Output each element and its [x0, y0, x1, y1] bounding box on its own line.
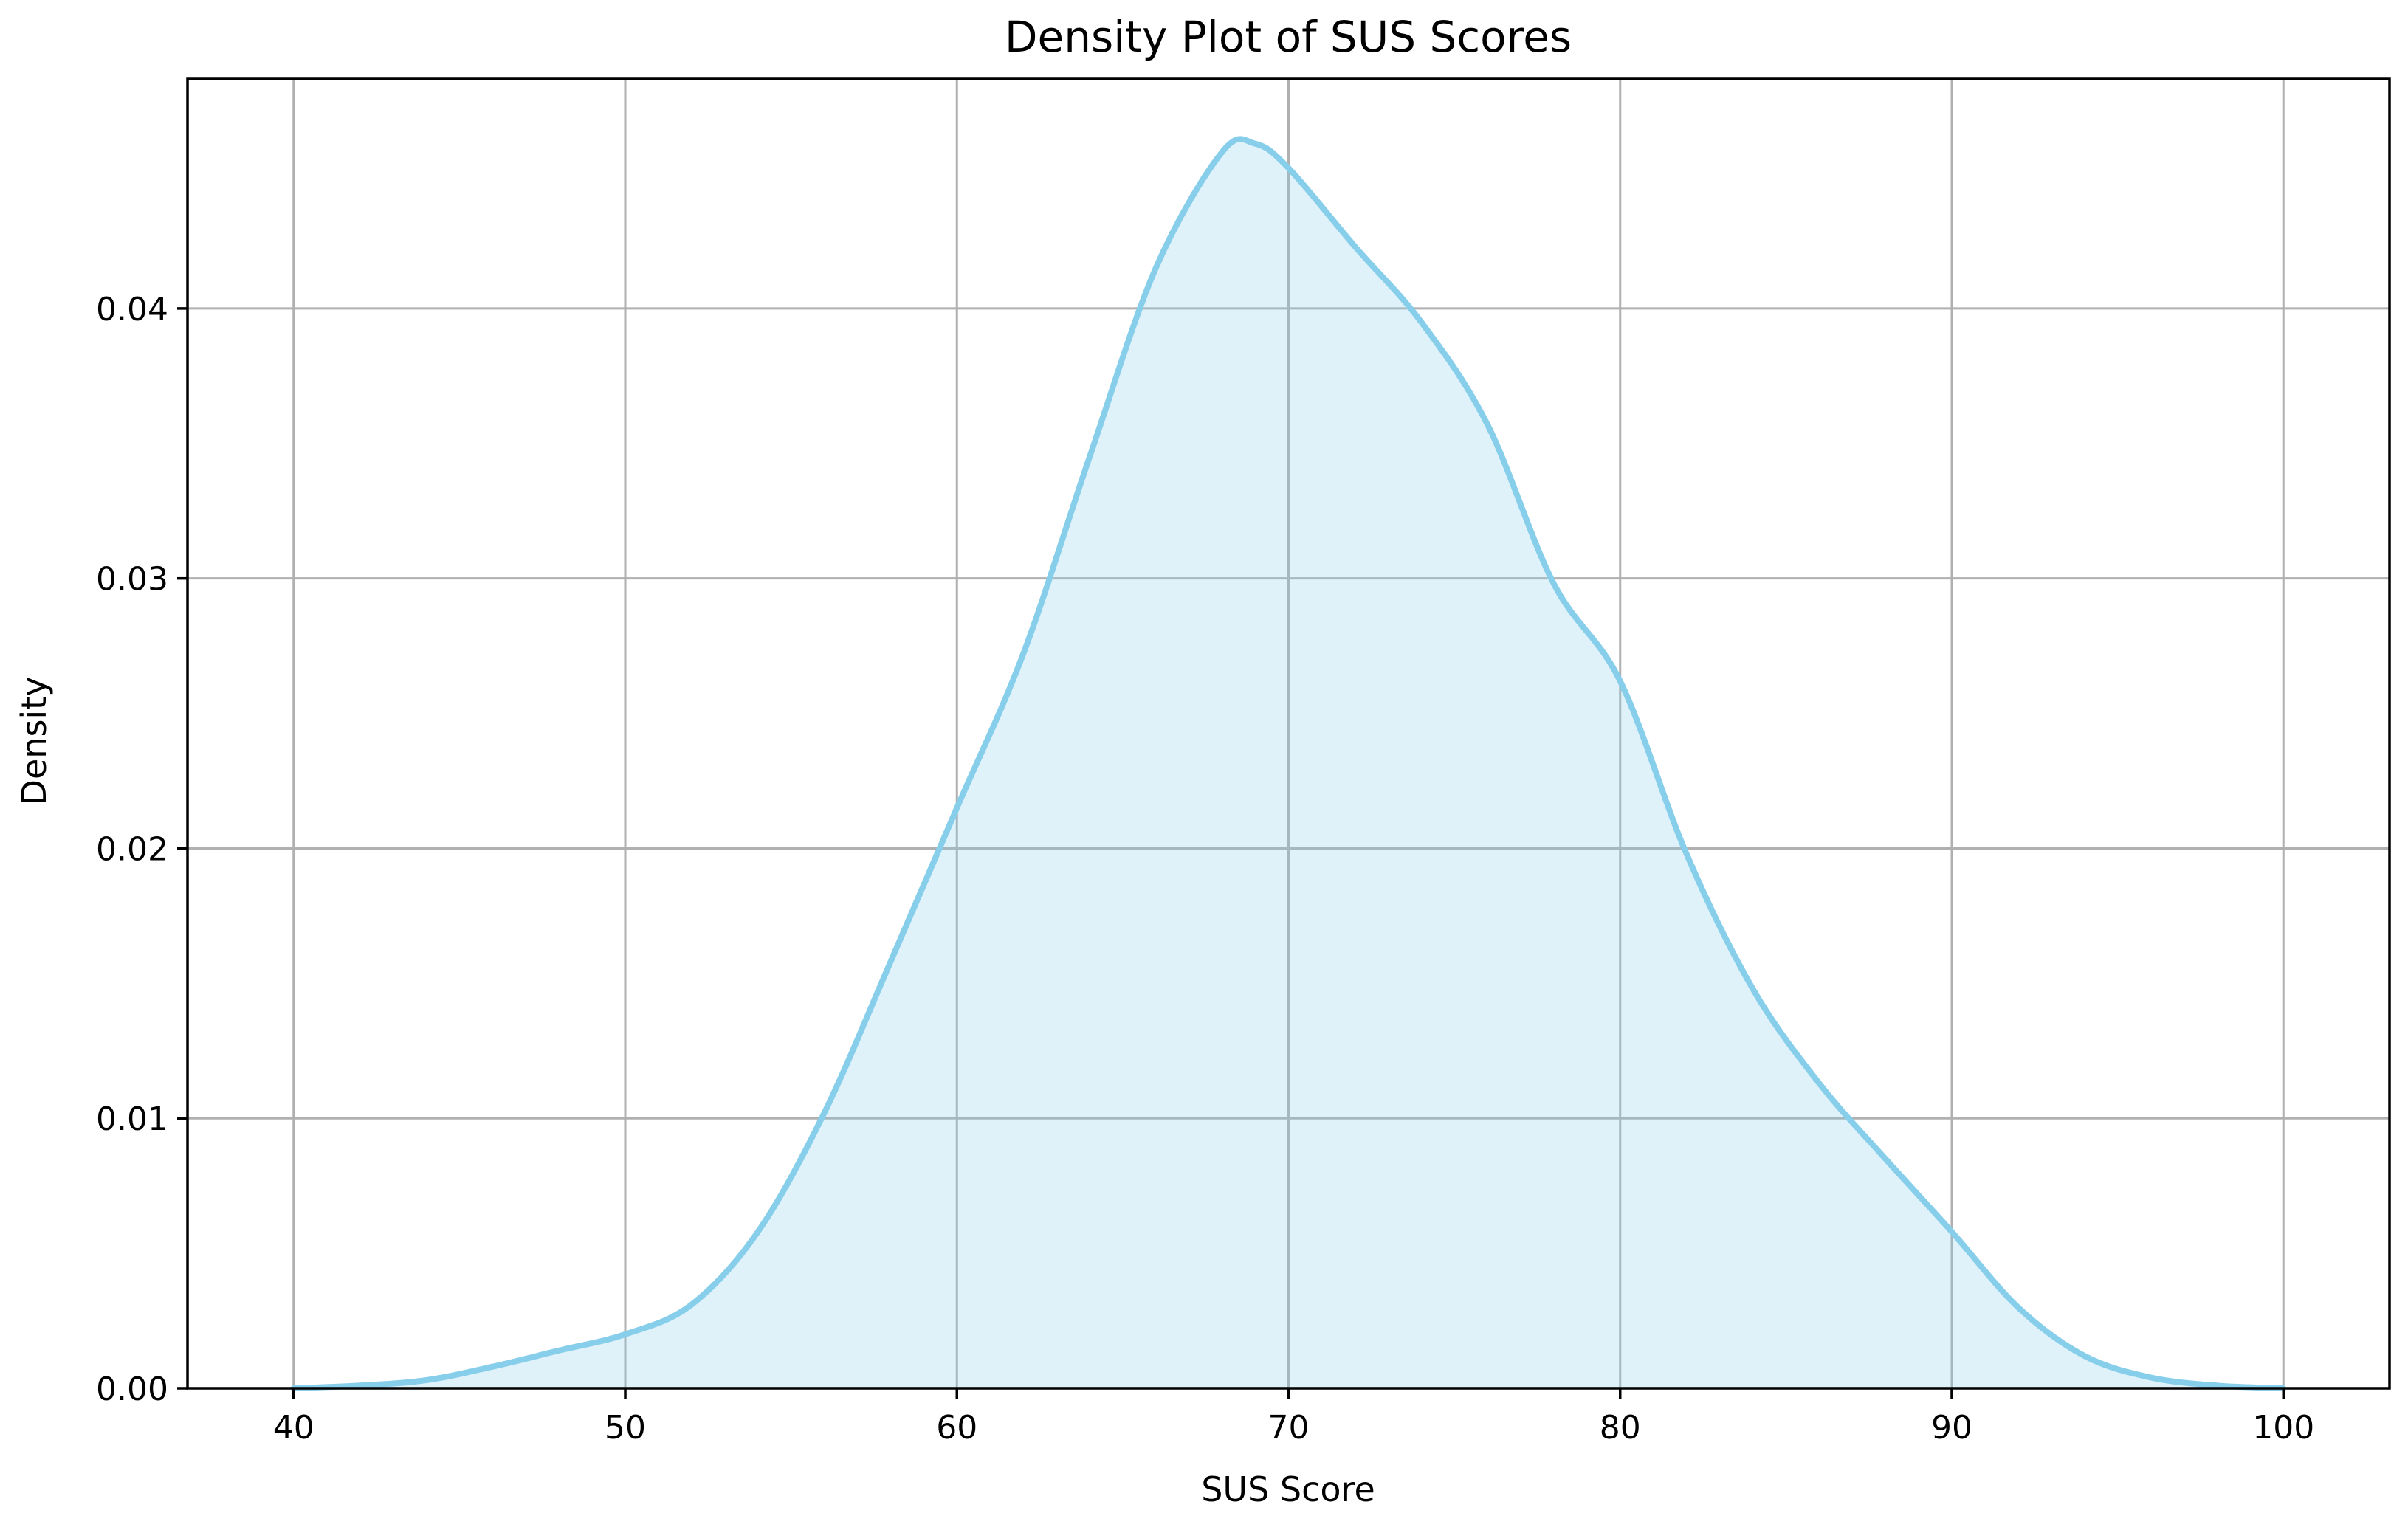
y-tick-label: 0.04 [96, 291, 168, 328]
density-fill-area [293, 139, 2284, 1388]
x-tick-label: 80 [1600, 1409, 1641, 1447]
x-axis-ticks: 40 50 60 70 80 90 100 [273, 1388, 2314, 1447]
chart-title: Density Plot of SUS Scores [1005, 12, 1572, 62]
x-tick-label: 40 [273, 1409, 314, 1447]
grid-lines [188, 79, 2390, 1390]
y-axis-label: Density [14, 677, 54, 806]
y-tick-label: 0.02 [96, 830, 168, 868]
density-curve [290, 136, 2287, 1391]
x-axis-label: SUS Score [1201, 1469, 1375, 1509]
x-tick-label: 70 [1268, 1409, 1310, 1447]
x-tick-label: 90 [1931, 1409, 1972, 1447]
x-tick-label: 50 [605, 1409, 646, 1447]
y-axis-ticks: 0.00 0.01 0.02 0.03 0.04 [96, 291, 188, 1408]
y-tick-label: 0.00 [96, 1371, 168, 1408]
x-tick-label: 60 [936, 1409, 977, 1447]
x-tick-label: 100 [2252, 1409, 2314, 1447]
y-tick-label: 0.01 [96, 1100, 168, 1138]
y-tick-label: 0.03 [96, 561, 168, 599]
